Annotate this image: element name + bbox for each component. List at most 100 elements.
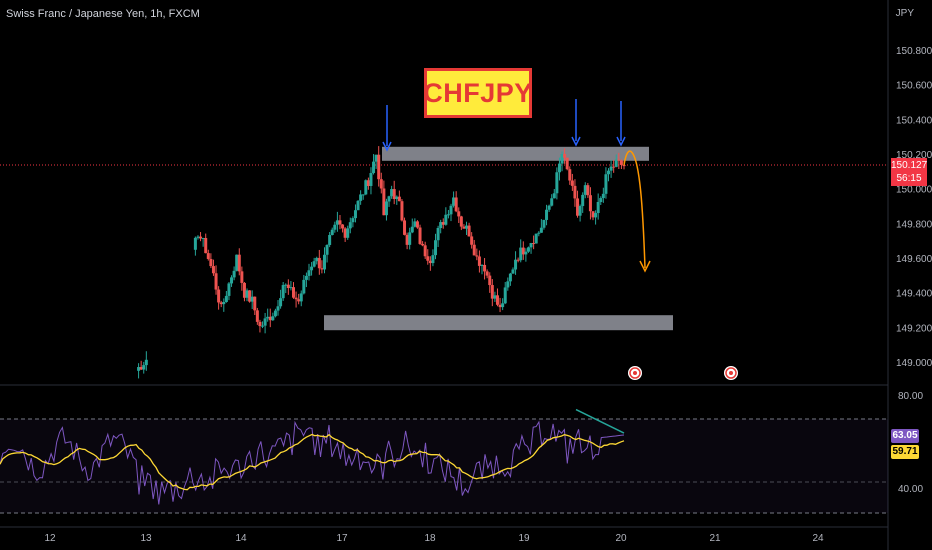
candle-body bbox=[475, 255, 479, 257]
candle-body bbox=[454, 197, 458, 212]
candle-body bbox=[446, 214, 450, 216]
candle-body bbox=[599, 198, 603, 203]
candle-body bbox=[457, 211, 461, 217]
candle-body bbox=[196, 236, 200, 238]
candle-body bbox=[464, 225, 468, 229]
candle-body bbox=[271, 316, 275, 321]
candle-body bbox=[286, 284, 290, 288]
rsi-band bbox=[0, 419, 888, 513]
candle-body bbox=[428, 260, 432, 264]
candle-body bbox=[508, 273, 512, 282]
candle-body bbox=[622, 164, 626, 167]
candle-body bbox=[547, 205, 551, 210]
rsi-value-badge: 63.05 bbox=[891, 429, 919, 443]
candle-body bbox=[607, 170, 611, 175]
currency-label: JPY bbox=[895, 8, 914, 19]
price-axis-label: 149.600 bbox=[896, 254, 932, 265]
candle-body bbox=[387, 196, 391, 202]
candle-body bbox=[209, 258, 213, 267]
candle-body bbox=[619, 160, 623, 165]
candle-body bbox=[201, 238, 205, 240]
candle-body bbox=[230, 277, 234, 284]
candle-body bbox=[570, 180, 574, 186]
candle-body bbox=[317, 257, 321, 269]
candle-body bbox=[614, 159, 618, 167]
candle-body bbox=[346, 228, 350, 238]
candle-body bbox=[576, 198, 580, 216]
rsi-line bbox=[0, 420, 625, 505]
candle-body bbox=[434, 240, 438, 256]
candle-body bbox=[335, 220, 339, 225]
candle-body bbox=[193, 237, 197, 250]
candle-body bbox=[400, 201, 404, 221]
candle-body bbox=[588, 195, 592, 212]
annotation-title-text: CHFJPY bbox=[423, 77, 533, 108]
candle-body bbox=[325, 244, 329, 255]
time-axis-label: 14 bbox=[235, 533, 247, 544]
candle-body bbox=[359, 194, 363, 201]
candle-body bbox=[266, 316, 270, 319]
candle-body bbox=[516, 259, 520, 261]
top-marker-arrowhead bbox=[382, 141, 392, 152]
price-axis-label: 150.000 bbox=[896, 185, 932, 196]
candle-body bbox=[353, 210, 357, 219]
candle-body bbox=[529, 243, 533, 248]
candle-body bbox=[449, 205, 453, 215]
candle-body bbox=[211, 266, 215, 274]
candle-body bbox=[279, 298, 283, 307]
candle-body bbox=[139, 367, 143, 370]
candle-body bbox=[539, 227, 543, 233]
candle-body bbox=[214, 273, 218, 290]
candle-body bbox=[276, 306, 280, 311]
current-price-value: 150.127 bbox=[891, 160, 928, 171]
candle-body bbox=[537, 232, 541, 234]
candle-body bbox=[501, 303, 505, 308]
candle-body bbox=[338, 220, 342, 225]
time-axis-label: 17 bbox=[336, 533, 348, 544]
price-axis-label: 150.200 bbox=[896, 150, 932, 161]
candle-body bbox=[514, 259, 518, 270]
candle-body bbox=[578, 206, 582, 216]
candle-body bbox=[377, 154, 381, 180]
candle-body bbox=[524, 251, 528, 255]
projection-curve bbox=[623, 150, 646, 269]
candle-body bbox=[250, 296, 254, 302]
candle-body bbox=[560, 154, 564, 164]
candle-body bbox=[237, 254, 241, 272]
rsi-axis-label: 40.00 bbox=[898, 484, 923, 495]
candle-body bbox=[240, 271, 244, 283]
candle-body bbox=[485, 271, 489, 276]
candle-body bbox=[222, 301, 226, 305]
support-zone bbox=[324, 315, 673, 331]
candle-body bbox=[281, 285, 285, 299]
rsi-ma-line bbox=[0, 433, 625, 491]
candle-body bbox=[506, 281, 510, 288]
candle-body bbox=[462, 226, 466, 229]
candle-body bbox=[217, 289, 221, 303]
candle-body bbox=[441, 222, 445, 225]
top-marker-arrowhead bbox=[571, 136, 581, 147]
candle-body bbox=[273, 310, 277, 317]
top-marker-arrowhead bbox=[616, 136, 626, 147]
candle-body bbox=[583, 185, 587, 195]
candle-body bbox=[581, 194, 585, 207]
candle-body bbox=[253, 296, 257, 311]
candle-body bbox=[426, 256, 430, 261]
candle-body bbox=[439, 222, 443, 228]
event-marker-dot bbox=[729, 371, 733, 375]
time-axis-label: 12 bbox=[44, 533, 56, 544]
candle-body bbox=[361, 194, 365, 196]
candle-body bbox=[410, 226, 414, 233]
rsi-ma-value-badge: 59.71 bbox=[891, 445, 919, 459]
candle-body bbox=[601, 193, 605, 199]
candle-body bbox=[255, 310, 259, 322]
candle-body bbox=[284, 284, 288, 286]
price-axis-label: 149.800 bbox=[896, 219, 932, 230]
candle-body bbox=[532, 243, 536, 245]
candle-body bbox=[586, 185, 590, 196]
candle-body bbox=[374, 154, 378, 162]
candle-body bbox=[261, 325, 265, 327]
price-axis-label: 150.600 bbox=[896, 81, 932, 92]
candle-body bbox=[418, 227, 422, 244]
